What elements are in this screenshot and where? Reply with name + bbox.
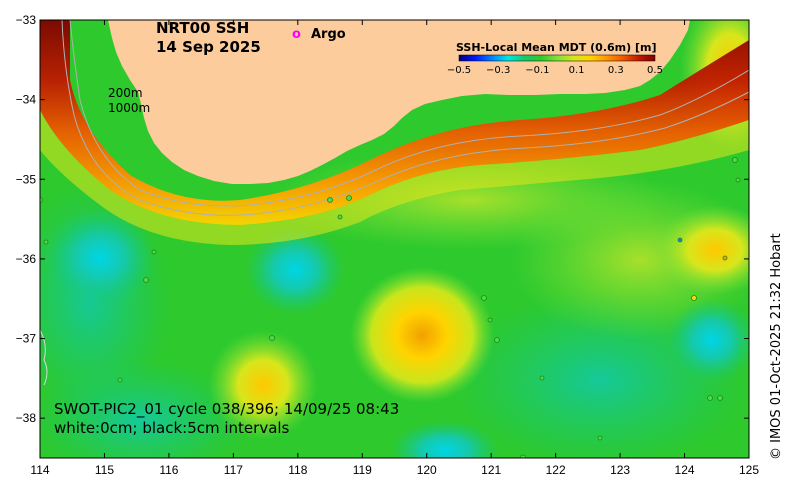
obs-point	[40, 197, 43, 203]
isobath-200m	[69, 20, 749, 207]
lon-tick-label: 121	[481, 463, 501, 477]
isobath-1000m	[61, 20, 749, 216]
lon-tick-label: 114	[30, 463, 49, 477]
lat-tick-label: −36	[16, 252, 37, 266]
cold-eddy-west	[45, 208, 155, 308]
colorbar-tick-label: 0.3	[608, 65, 624, 76]
map-title-line1: NRT00 SSH	[156, 19, 249, 37]
plot-frame	[39, 19, 750, 459]
obs-point	[327, 197, 333, 203]
lat-tick-label: −33	[16, 13, 37, 27]
lon-tick-label: 120	[417, 463, 437, 477]
lat-tick-label: −34	[16, 93, 37, 107]
depth-label-200m: 200m	[108, 86, 143, 100]
lon-tick-label: 117	[224, 463, 243, 477]
colorbar-tick-label: 0.1	[569, 65, 585, 76]
lon-tick-label: 119	[353, 463, 372, 477]
obs-point	[337, 214, 343, 220]
cold-eddy-east	[667, 298, 749, 382]
lon-tick-label: 116	[159, 463, 178, 477]
lon-tick-label: 118	[288, 463, 307, 477]
argo-legend-marker: o	[292, 27, 301, 42]
colorbar: SSH-Local Mean MDT (0.6m) [m] −0.5 −0.3 −0…	[447, 41, 663, 76]
lat-tick-label: −38	[16, 411, 37, 425]
lon-tick-label: 125	[739, 463, 759, 477]
colorbar-ramp	[458, 54, 656, 62]
imos-credit: © IMOS 01-Oct-2025 21:32 Hobart	[769, 233, 784, 460]
colorbar-tick-label: −0.1	[525, 65, 549, 76]
obs-point	[519, 454, 527, 458]
obs-point	[677, 237, 683, 243]
swot-pass-caption: SWOT-PIC2_01 cycle 038/396; 14/09/25 08:…	[54, 400, 399, 419]
lat-tick-label: −37	[16, 332, 37, 346]
warm-eddy-center	[350, 267, 494, 403]
obs-point	[494, 337, 500, 343]
obs-point	[143, 277, 149, 283]
obs-point	[707, 395, 713, 401]
shelf-high-band	[40, 20, 749, 225]
obs-point	[732, 157, 738, 163]
obs-point	[735, 177, 741, 183]
lon-tick-label: 123	[610, 463, 630, 477]
warm-eddy-southwest	[208, 330, 318, 440]
obs-point	[539, 375, 545, 381]
colorbar-ticks: −0.5 −0.3 −0.1 0.1 0.3 0.5	[447, 65, 663, 76]
obs-point	[481, 295, 487, 301]
obs-point	[117, 377, 123, 383]
observation-points	[40, 157, 741, 458]
obs-point	[43, 239, 49, 245]
obs-point	[151, 249, 157, 255]
colorbar-title: SSH-Local Mean MDT (0.6m) [m]	[456, 41, 656, 54]
lon-tick-label: 122	[546, 463, 566, 477]
contour-interval-caption: white:0cm; black:5cm intervals	[54, 419, 290, 437]
lat-tick-label: −35	[16, 172, 37, 186]
cold-eddy-center	[245, 225, 345, 315]
obs-point	[722, 255, 728, 261]
cold-eddy-south	[390, 420, 500, 458]
obs-point	[691, 295, 697, 301]
longitude-axis: 114 115 116 117 118 119 120 121 122 123 124 125	[30, 20, 759, 477]
latitude-axis: −33 −34 −35 −36 −37 −38	[16, 13, 749, 425]
warm-patch-east	[655, 205, 749, 295]
obs-point	[487, 317, 493, 323]
obs-point	[717, 395, 723, 401]
colorbar-tick-label: −0.5	[447, 65, 471, 76]
map-title-line2: 14 Sep 2025	[156, 38, 261, 56]
colorbar-tick-label: 0.5	[647, 65, 663, 76]
lon-tick-label: 115	[95, 463, 114, 477]
obs-point	[346, 195, 352, 201]
colorbar-tick-label: −0.3	[486, 65, 510, 76]
argo-legend-label: Argo	[311, 27, 346, 42]
teal-patch-southwest	[40, 360, 250, 458]
depth-label-1000m: 1000m	[108, 101, 150, 115]
lon-tick-label: 124	[675, 463, 695, 477]
obs-point	[269, 335, 275, 341]
obs-point	[597, 435, 603, 441]
